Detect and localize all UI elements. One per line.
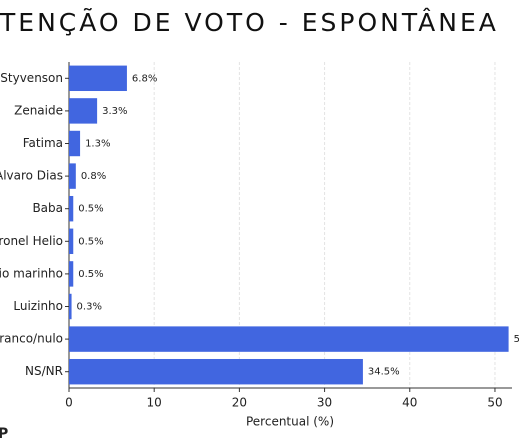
x-tick-label: 50 [487,396,502,410]
x-tick-label: 40 [402,396,417,410]
bar [69,195,74,222]
value-label: 0.8% [81,171,106,182]
y-tick-label: Fatima [23,136,63,150]
y-tick-label: Zenaide [14,103,63,117]
bar [69,98,98,124]
y-tick-label: NS/NR [25,364,63,378]
y-tick-label: rio marinho [0,266,63,280]
bar [69,326,509,352]
value-label: 0.3% [77,302,102,313]
value-label: 0.5% [78,269,103,280]
y-tick-label: Luizinho [13,299,63,313]
y-tick-label: oronel Helio [0,234,63,248]
bar [69,228,74,255]
value-label: 6.8% [132,73,157,84]
bar [69,261,74,287]
chart-title: TENÇÃO DE VOTO - ESPONTÂNEA [0,7,499,37]
note: P [0,426,8,440]
bar [69,358,363,385]
value-label: 1.3% [85,139,110,150]
value-label: 5 [514,334,519,345]
value-label: 34.5% [368,367,400,378]
bar [69,163,76,189]
x-tick-label: 20 [232,396,247,410]
y-tick-label: Baba [32,201,63,215]
value-label: 3.3% [102,106,127,117]
bar [69,65,127,92]
x-tick-label: 10 [147,396,162,410]
x-tick-label: 30 [317,396,332,410]
value-label: 0.5% [78,204,103,215]
x-axis-label: Percentual (%) [246,415,334,429]
value-label: 0.5% [78,236,103,247]
x-tick-label: 0 [65,396,73,410]
bar [69,130,81,157]
y-tick-label: branco/nulo [0,332,63,346]
bar [69,293,72,320]
y-tick-label: Styvenson [0,71,63,85]
y-tick-label: Alvaro Dias [0,169,63,183]
